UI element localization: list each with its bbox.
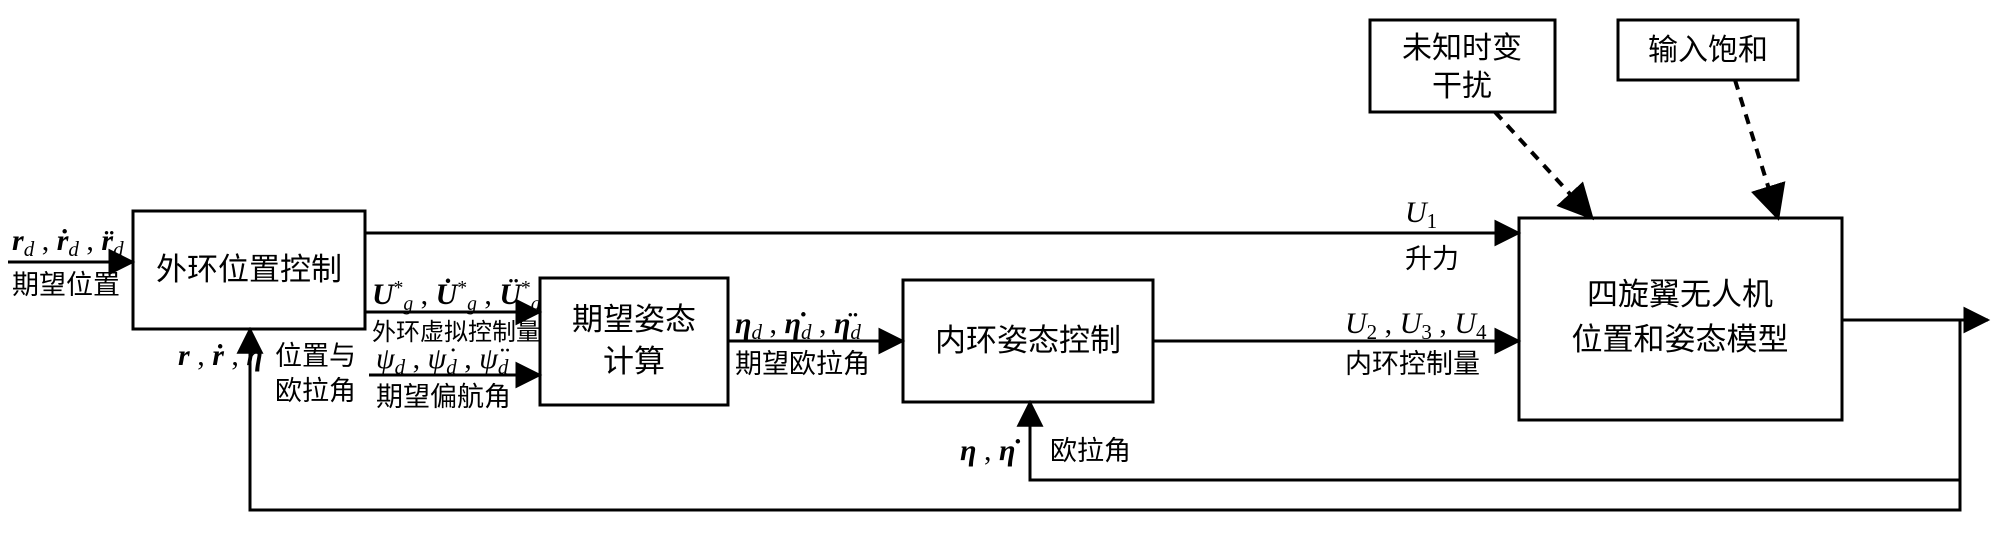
edge-disturbance bbox=[1495, 112, 1592, 218]
svg-text:期望位置: 期望位置 bbox=[12, 270, 120, 300]
node-outer-loop: 外环位置控制 bbox=[133, 211, 365, 329]
svg-text:ηd , η̇d , η̈d: ηd , η̇d , η̈d bbox=[735, 307, 861, 344]
edge-saturation bbox=[1735, 80, 1778, 218]
svg-text:期望欧拉角: 期望欧拉角 bbox=[735, 349, 870, 379]
edge-psi-d: ψd , ψ̇d , ψ̈d 期望偏航角 bbox=[369, 342, 540, 412]
edge-rd-input: rd , ṙd , r̈d 期望位置 bbox=[8, 224, 133, 300]
svg-text:计算: 计算 bbox=[603, 344, 665, 379]
edge-u234: U2 , U3 , U4 内环控制量 bbox=[1153, 307, 1519, 379]
svg-text:未知时变: 未知时变 bbox=[1402, 32, 1522, 65]
node-attitude-calc: 期望姿态 计算 bbox=[540, 278, 728, 405]
svg-text:内环姿态控制: 内环姿态控制 bbox=[935, 323, 1121, 358]
node-inner-loop: 内环姿态控制 bbox=[903, 280, 1153, 402]
svg-text:升力: 升力 bbox=[1405, 244, 1459, 274]
control-block-diagram: 外环位置控制 期望姿态 计算 内环姿态控制 四旋翼无人机 位置和姿态模型 未知时… bbox=[0, 0, 2015, 549]
svg-text:期望姿态: 期望姿态 bbox=[572, 302, 696, 337]
svg-text:U2 , U3 , U4: U2 , U3 , U4 bbox=[1345, 307, 1487, 344]
svg-text:rd , ṙd , r̈d: rd , ṙd , r̈d bbox=[12, 224, 124, 261]
node-saturation: 输入饱和 bbox=[1618, 20, 1798, 80]
svg-text:位置与: 位置与 bbox=[275, 341, 356, 371]
svg-text:欧拉角: 欧拉角 bbox=[1050, 436, 1131, 466]
svg-text:欧拉角: 欧拉角 bbox=[275, 376, 356, 406]
edge-eta-d: ηd , η̇d , η̈d 期望欧拉角 bbox=[728, 307, 903, 379]
svg-text:η , η̇: η , η̇ bbox=[960, 434, 1020, 467]
svg-text:输入饱和: 输入饱和 bbox=[1648, 34, 1768, 67]
edge-u1: U1 升力 bbox=[365, 196, 1519, 274]
edge-ug-star: U*g , U̇*g , Ü*g 外环虚拟控制量 bbox=[365, 278, 541, 346]
svg-text:干扰: 干扰 bbox=[1432, 70, 1492, 103]
svg-text:ψd , ψ̇d , ψ̈d: ψd , ψ̇d , ψ̈d bbox=[376, 342, 510, 379]
svg-text:位置和姿态模型: 位置和姿态模型 bbox=[1572, 322, 1789, 357]
svg-text:外环位置控制: 外环位置控制 bbox=[156, 252, 342, 287]
svg-text:r , ṙ , η: r , ṙ , η bbox=[178, 339, 263, 372]
svg-text:四旋翼无人机: 四旋翼无人机 bbox=[1587, 277, 1773, 312]
svg-text:期望偏航角: 期望偏航角 bbox=[376, 382, 511, 412]
node-disturbance: 未知时变 干扰 bbox=[1370, 20, 1555, 112]
svg-text:U1: U1 bbox=[1405, 196, 1437, 233]
svg-text:内环控制量: 内环控制量 bbox=[1345, 349, 1480, 379]
svg-text:U*g , U̇*g , Ü*g: U*g , U̇*g , Ü*g bbox=[372, 278, 541, 315]
node-plant: 四旋翼无人机 位置和姿态模型 bbox=[1519, 218, 1842, 420]
